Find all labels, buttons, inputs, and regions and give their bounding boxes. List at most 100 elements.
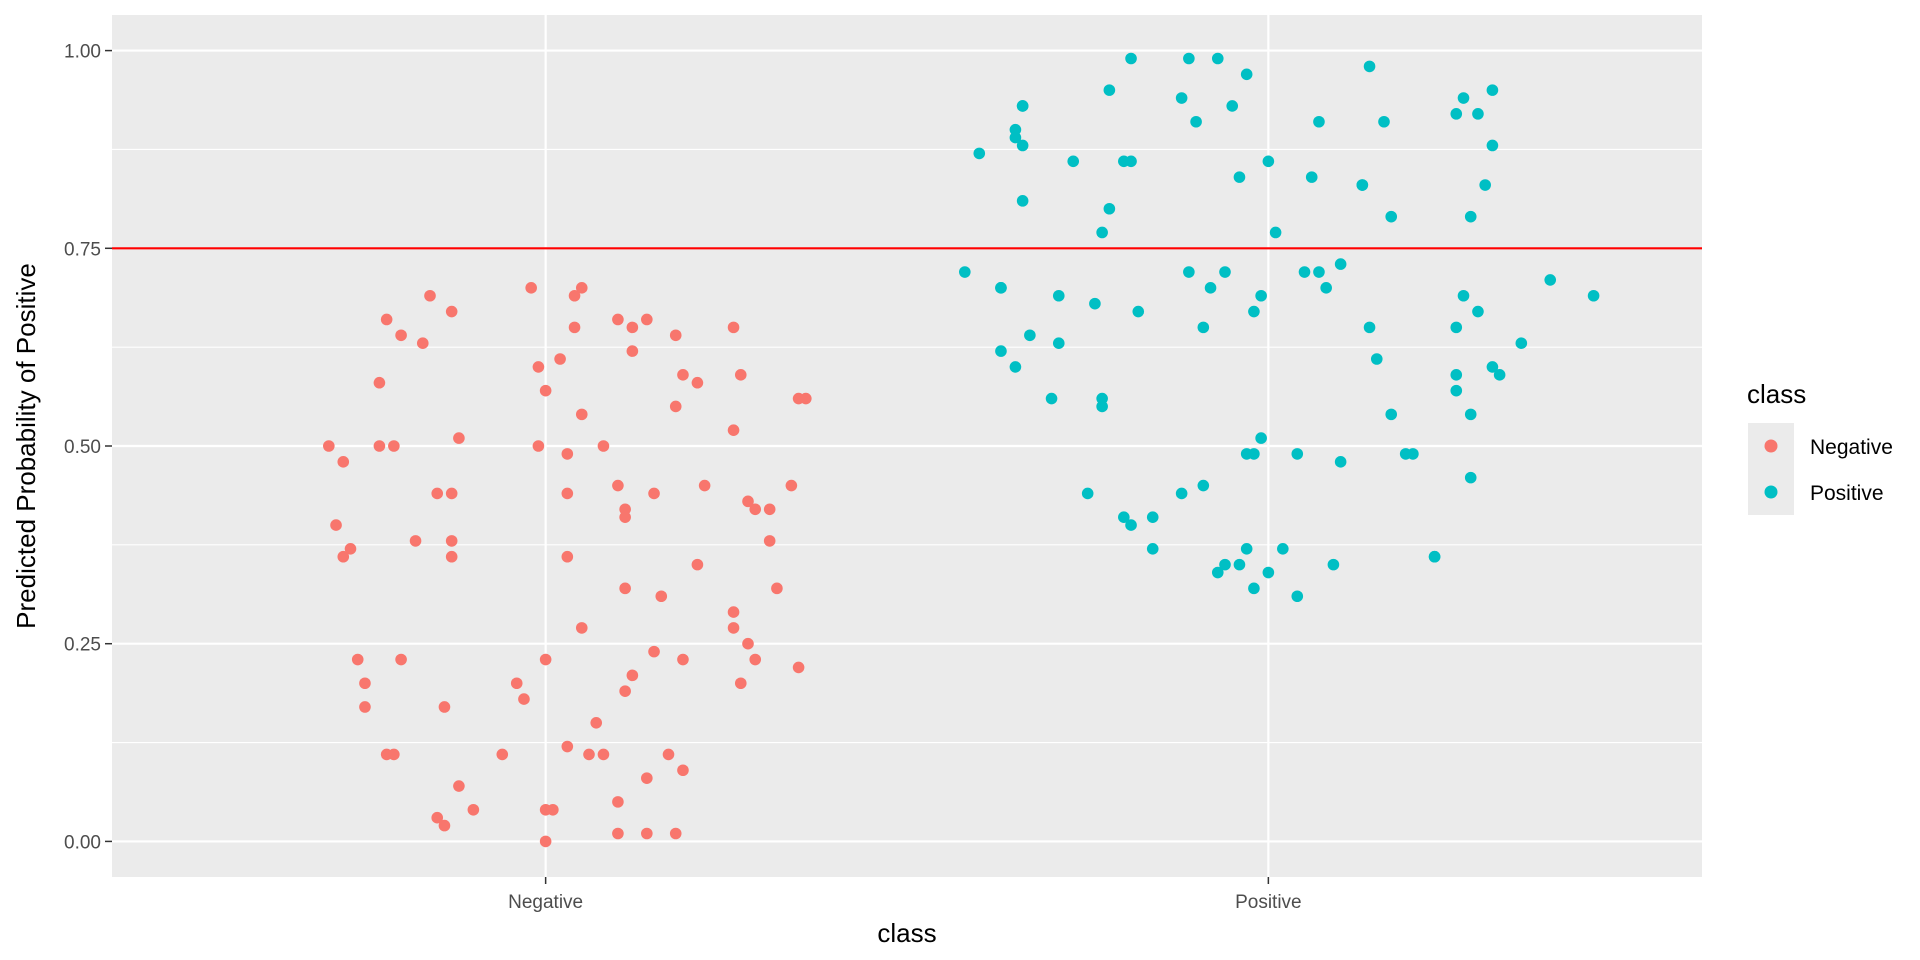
point-negative [568,289,581,302]
point-positive [1313,115,1325,128]
point-negative [800,392,812,405]
point-positive [1016,195,1029,207]
x-axis-title: class [877,918,936,948]
point-positive [1211,52,1224,65]
point-positive [1493,369,1506,381]
point-negative [561,448,574,460]
point-negative [431,487,444,500]
point-positive [1146,511,1159,523]
point-negative [734,369,747,381]
point-negative [554,353,566,365]
point-positive [1067,155,1080,168]
point-negative [669,827,682,840]
point-negative [539,384,552,397]
point-positive [1464,408,1477,421]
point-negative [662,748,675,761]
point-positive [1248,305,1260,318]
x-axis: Negative Positive [508,877,1302,913]
point-negative [323,440,335,452]
point-negative [496,748,509,761]
point-negative [641,827,653,840]
point-positive [1428,550,1441,563]
point-negative [691,558,704,571]
point-positive [1320,282,1332,294]
point-positive [1291,448,1304,460]
point-negative [727,321,740,334]
data-points [323,52,1600,848]
point-negative [445,305,458,318]
point-negative [525,282,537,294]
point-positive [1197,479,1210,492]
point-negative [359,677,371,690]
point-positive [995,345,1007,357]
point-positive [1262,566,1275,579]
point-positive [1045,392,1058,405]
point-negative [438,701,451,713]
point-positive [1233,558,1246,571]
point-negative [575,282,588,294]
point-positive [1197,321,1210,334]
point-positive [1450,321,1463,334]
point-negative [575,622,588,634]
point-negative [742,495,754,508]
point-negative [727,424,740,436]
legend-label-negative: Negative [1810,436,1893,459]
point-negative [431,811,444,824]
point-negative [626,669,639,682]
legend-title: class [1747,379,1806,409]
point-negative [742,637,754,650]
point-negative [532,440,545,452]
point-positive [1248,448,1260,460]
point-positive [1183,266,1195,278]
point-negative [337,550,350,563]
point-positive [1052,337,1065,349]
point-positive [1472,305,1484,318]
point-positive [1125,155,1137,168]
point-negative [648,645,660,658]
point-negative [669,400,682,413]
point-positive [1183,52,1195,65]
point-positive [1291,590,1304,603]
point-positive [1096,226,1108,239]
point-negative [416,337,429,349]
point-positive [1407,448,1419,460]
point-positive [1226,100,1239,112]
point-positive [1378,115,1390,128]
point-negative [734,677,747,690]
point-positive [1450,369,1463,381]
point-positive [1009,131,1022,144]
point-positive [1132,305,1145,318]
point-positive [1204,282,1217,294]
point-negative [539,653,552,666]
point-positive [1146,543,1159,555]
point-negative [453,432,465,444]
point-positive [973,147,986,160]
point-negative [568,321,581,334]
point-negative [619,685,631,697]
point-positive [1313,266,1325,278]
point-negative [438,819,451,832]
point-positive [1190,115,1202,128]
point-positive [1103,202,1116,215]
point-positive [1515,337,1528,349]
point-positive [1472,108,1484,120]
point-positive [1016,100,1029,112]
point-positive [1262,155,1275,168]
minor-gridlines [112,148,1702,744]
point-negative [626,321,639,334]
point-positive [1255,432,1267,444]
point-negative [337,456,350,468]
point-negative [677,369,689,381]
point-negative [763,535,776,547]
point-positive [1305,171,1318,183]
point-negative [510,677,523,690]
point-positive [1450,108,1463,120]
y-tick-label: 0.50 [64,437,101,458]
point-negative [445,550,458,563]
point-negative [641,313,653,326]
point-positive [1016,139,1029,152]
y-tick-label: 1.00 [64,42,101,63]
point-negative [547,803,559,816]
point-positive [1464,471,1477,484]
